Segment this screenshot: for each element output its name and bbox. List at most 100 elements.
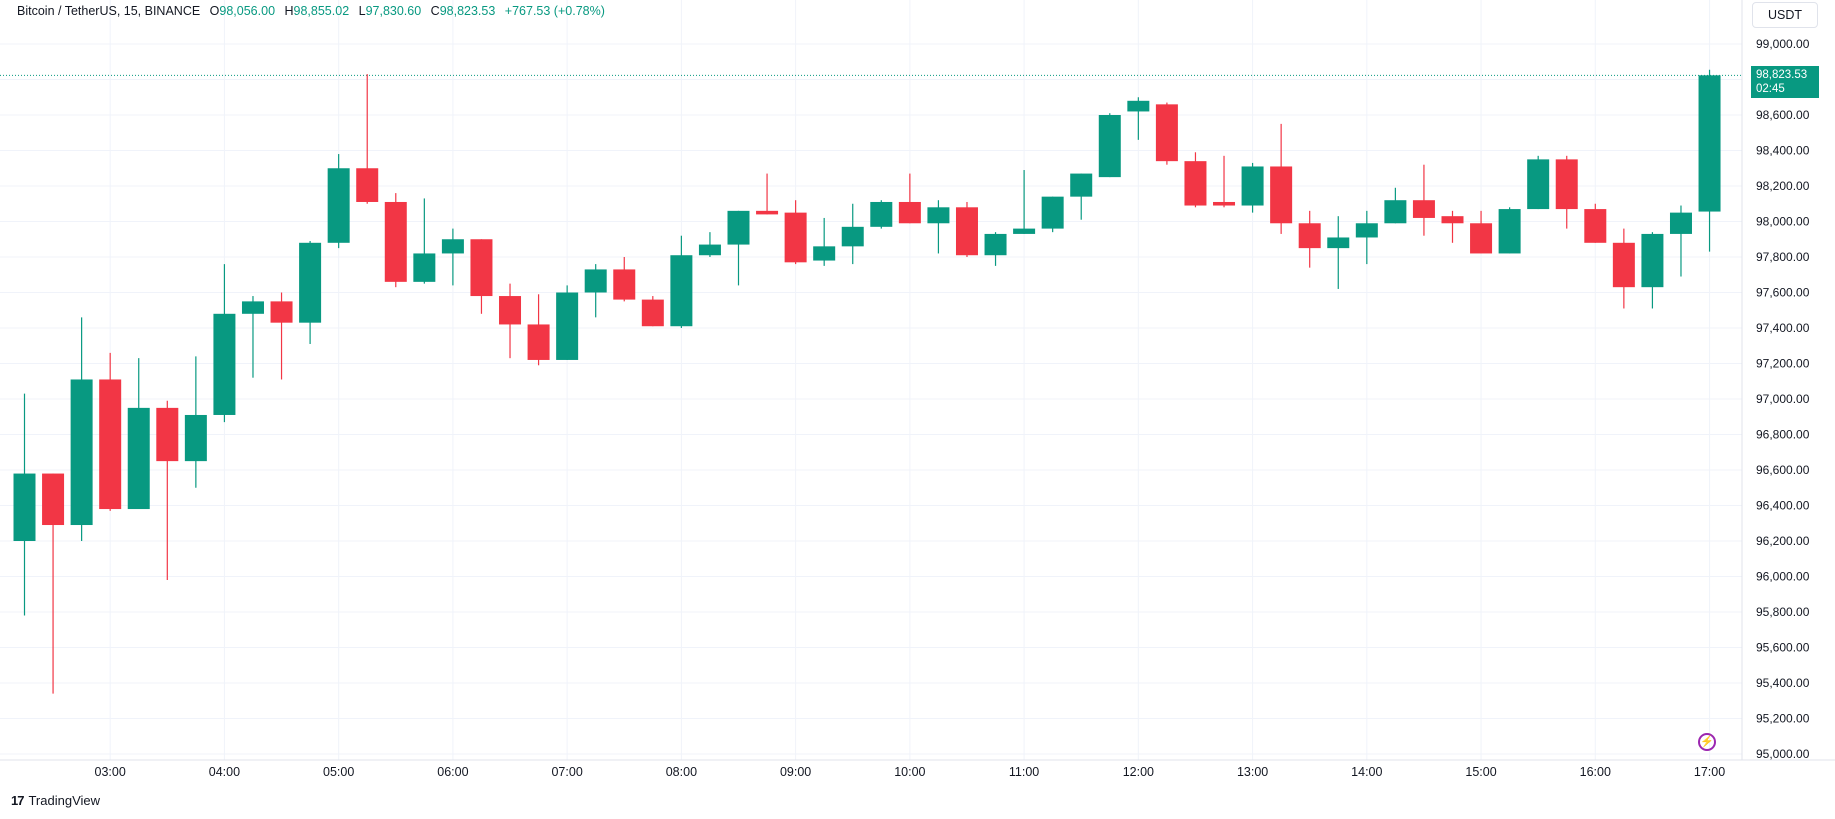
candle-body bbox=[327, 168, 350, 243]
candle-body bbox=[527, 324, 550, 360]
time-axis[interactable]: 03:00 04:00 05:00 06:00 07:00 08:00 09:00 10:00… bbox=[95, 765, 1726, 779]
x-tick-label: 16:00 bbox=[1580, 765, 1611, 779]
x-tick-label: 17:00 bbox=[1694, 765, 1725, 779]
candle-body bbox=[470, 239, 493, 297]
tradingview-logo-icon: 17 bbox=[11, 793, 25, 808]
y-tick-label: 98,400.00 bbox=[1756, 144, 1810, 158]
candle-body bbox=[955, 207, 978, 256]
x-tick-label: 13:00 bbox=[1237, 765, 1268, 779]
candle-body bbox=[1669, 212, 1692, 234]
candle-up bbox=[727, 210, 750, 286]
candle-up bbox=[13, 393, 36, 616]
candle-up bbox=[184, 356, 207, 488]
candle-body bbox=[1270, 166, 1293, 224]
y-tick-label: 97,000.00 bbox=[1756, 392, 1810, 406]
y-tick-label: 96,400.00 bbox=[1756, 499, 1810, 513]
candle-up bbox=[1498, 207, 1521, 254]
candle-up bbox=[556, 285, 579, 360]
candle-body bbox=[1641, 233, 1664, 288]
low-label: L bbox=[358, 4, 366, 18]
candle-up bbox=[1241, 162, 1264, 213]
candle-up bbox=[213, 264, 236, 423]
candle-down bbox=[1584, 203, 1607, 243]
candle-body bbox=[613, 269, 636, 300]
candle-body bbox=[1498, 209, 1521, 254]
x-tick-label: 15:00 bbox=[1465, 765, 1496, 779]
y-tick-label: 98,600.00 bbox=[1756, 108, 1810, 122]
candle-body bbox=[756, 210, 779, 215]
candle-body bbox=[1555, 159, 1578, 210]
candle-up bbox=[441, 228, 464, 286]
x-tick-label: 09:00 bbox=[780, 765, 811, 779]
candle-body bbox=[1698, 75, 1721, 212]
candle-body bbox=[1241, 166, 1264, 206]
candle-body bbox=[99, 379, 122, 510]
y-tick-label: 95,400.00 bbox=[1756, 676, 1810, 690]
candle-down bbox=[613, 257, 636, 302]
bar-countdown: 02:45 bbox=[1756, 83, 1785, 96]
x-tick-label: 06:00 bbox=[437, 765, 468, 779]
candle-body bbox=[1213, 201, 1236, 206]
candle-up bbox=[1527, 155, 1550, 210]
candle-body bbox=[13, 473, 36, 541]
y-tick-label: 95,800.00 bbox=[1756, 605, 1810, 619]
candle-body bbox=[698, 244, 721, 256]
currency-button[interactable]: USDT bbox=[1752, 2, 1818, 28]
price-axis[interactable]: 95,000.00 95,200.00 95,400.00 95,600.00 95,8… bbox=[1756, 37, 1810, 761]
candle-body bbox=[1098, 115, 1121, 178]
candle-down bbox=[1184, 152, 1207, 208]
candle-down bbox=[270, 292, 293, 380]
candle-up bbox=[241, 296, 264, 378]
candle-up bbox=[1384, 187, 1407, 224]
candle-body bbox=[784, 212, 807, 263]
symbol-title[interactable]: Bitcoin / TetherUS, 15, BINANCE bbox=[17, 4, 201, 18]
y-tick-label: 97,800.00 bbox=[1756, 250, 1810, 264]
candle-down bbox=[499, 283, 522, 359]
candle-body bbox=[898, 201, 921, 224]
candle-down bbox=[99, 352, 122, 511]
y-tick-label: 96,000.00 bbox=[1756, 570, 1810, 584]
candle-up bbox=[670, 235, 693, 328]
candle-up bbox=[841, 203, 864, 265]
y-tick-label: 99,000.00 bbox=[1756, 37, 1810, 51]
open-label: O bbox=[209, 4, 220, 18]
y-tick-label: 97,200.00 bbox=[1756, 357, 1810, 371]
open-value: 98,056.00 bbox=[219, 4, 276, 18]
candle-body bbox=[1527, 159, 1550, 210]
candle-body bbox=[1155, 104, 1178, 162]
candle-up bbox=[870, 200, 893, 229]
candle-down bbox=[1555, 155, 1578, 229]
candle-body bbox=[241, 301, 264, 314]
candle-up bbox=[1669, 205, 1692, 277]
last-price-tag: 98,823.53 02:45 bbox=[1751, 66, 1819, 99]
candle-down bbox=[1470, 210, 1493, 254]
y-tick-label: 97,400.00 bbox=[1756, 321, 1810, 335]
candle-down bbox=[384, 193, 407, 288]
candle-body bbox=[127, 407, 150, 510]
candle-body bbox=[1327, 237, 1350, 249]
candle-down bbox=[784, 200, 807, 265]
candle-down bbox=[1441, 210, 1464, 243]
tradingview-brand[interactable]: 17 TradingView bbox=[11, 793, 100, 808]
lightning-icon[interactable]: ⚡ bbox=[1698, 733, 1716, 751]
candle-body bbox=[841, 226, 864, 247]
candle-up bbox=[1355, 210, 1378, 265]
candle-body bbox=[1441, 216, 1464, 224]
candle-body bbox=[1470, 223, 1493, 254]
candle-body bbox=[1041, 196, 1064, 229]
close-label: C bbox=[430, 4, 440, 18]
candle-body bbox=[927, 207, 950, 224]
candle-down bbox=[1412, 164, 1435, 236]
candle-down bbox=[898, 173, 921, 224]
candle-up bbox=[984, 232, 1007, 266]
brand-name: TradingView bbox=[28, 793, 101, 808]
candle-down bbox=[1612, 228, 1635, 309]
candle-up bbox=[813, 217, 836, 266]
candle-body bbox=[1298, 223, 1321, 249]
close-value: 98,823.53 bbox=[439, 4, 496, 18]
candle-body bbox=[270, 301, 293, 323]
candle-up bbox=[1127, 97, 1150, 140]
change-value: +767.53 (+0.78%) bbox=[504, 4, 605, 18]
candle-up bbox=[1698, 69, 1721, 252]
